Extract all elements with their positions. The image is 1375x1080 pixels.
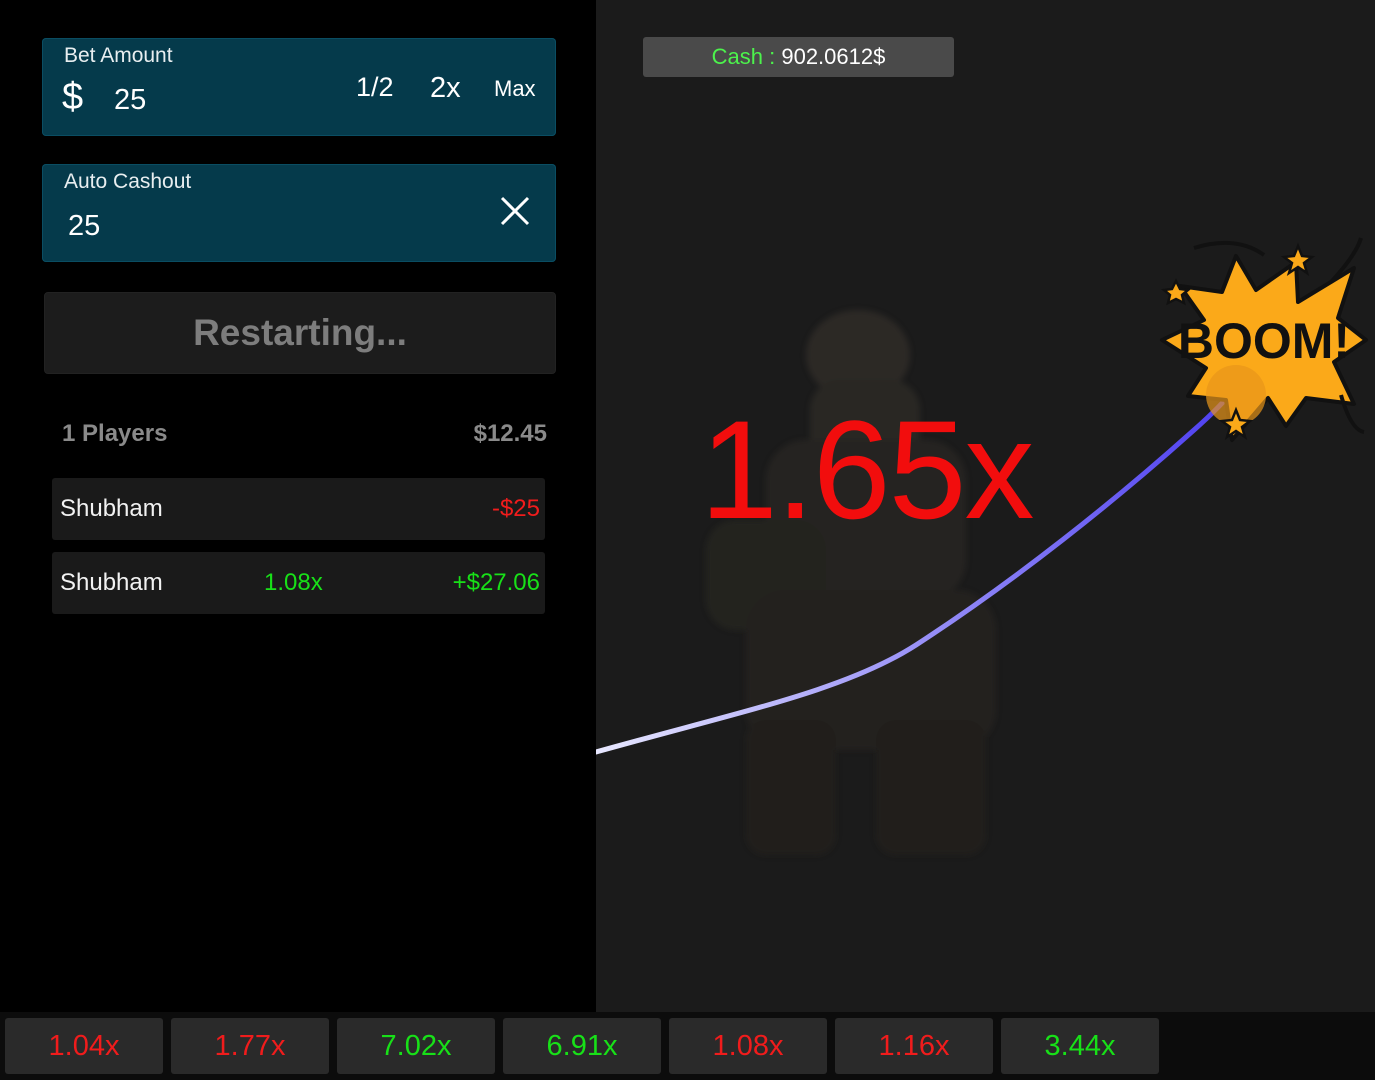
- player-row: Shubham -$25: [52, 478, 545, 540]
- bet-amount-card: Bet Amount $ 25 1/2 2x Max: [42, 38, 556, 136]
- history-chip: 1.08x: [669, 1018, 827, 1074]
- background-character-image: [706, 310, 996, 855]
- history-chip: 3.44x: [1001, 1018, 1159, 1074]
- cash-balance: Cash : 902.0612$: [643, 37, 954, 77]
- game-canvas: BOOM!: [596, 237, 1368, 855]
- crash-multiplier: 1.65x: [700, 391, 1034, 548]
- cash-label: Cash :: [711, 44, 782, 69]
- player-row: Shubham 1.08x +$27.06: [52, 552, 545, 614]
- bet-panel: Bet Amount $ 25 1/2 2x Max Auto Cashout …: [0, 0, 596, 1012]
- max-bet-button[interactable]: Max: [494, 76, 536, 101]
- auto-cashout-label: Auto Cashout: [64, 170, 192, 193]
- cash-value: 902.0612$: [781, 44, 886, 69]
- close-icon[interactable]: [498, 194, 532, 228]
- bet-amount-label: Bet Amount: [64, 44, 173, 67]
- boom-text: BOOM!: [1178, 313, 1350, 369]
- boom-explosion-icon: BOOM!: [1160, 237, 1368, 442]
- bet-amount-input[interactable]: 25: [114, 84, 147, 116]
- auto-cashout-input[interactable]: 25: [68, 210, 101, 242]
- history-chip: 7.02x: [337, 1018, 495, 1074]
- dollar-sign: $: [62, 76, 84, 118]
- auto-cashout-card: Auto Cashout 25: [42, 164, 556, 262]
- star-icon: [1160, 242, 1316, 440]
- player-profit: +$27.06: [452, 569, 540, 596]
- player-multiplier: 1.08x: [264, 569, 323, 596]
- history-chip: 1.04x: [5, 1018, 163, 1074]
- half-bet-button[interactable]: 1/2: [356, 72, 394, 102]
- player-name: Shubham: [60, 495, 163, 522]
- history-chip: 1.77x: [171, 1018, 329, 1074]
- players-count: 1 Players: [62, 420, 168, 447]
- history-chip: 1.16x: [835, 1018, 993, 1074]
- players-total: $12.45: [473, 420, 547, 447]
- player-name: Shubham: [60, 569, 163, 596]
- history-bar: 1.04x 1.77x 7.02x 6.91x 1.08x 1.16x 3.44x: [0, 1012, 1375, 1080]
- player-profit: -$25: [491, 495, 540, 522]
- restarting-button[interactable]: Restarting...: [44, 292, 556, 374]
- game-area: BOOM! Cash : 902.0612$ 1.65x: [596, 0, 1375, 1012]
- crash-curve: [596, 382, 1241, 755]
- double-bet-button[interactable]: 2x: [430, 72, 461, 104]
- history-chip: 6.91x: [503, 1018, 661, 1074]
